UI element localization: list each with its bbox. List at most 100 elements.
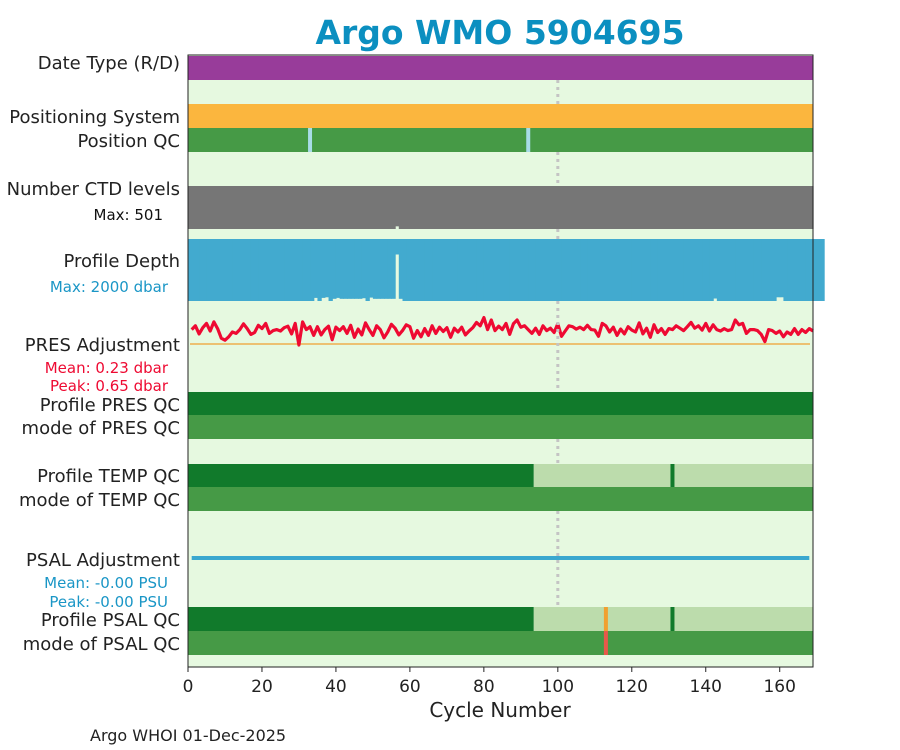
- ctd-levels-bar-149: [739, 186, 744, 229]
- profile-depth-bar-29: [295, 239, 300, 301]
- profile-depth-bar-120: [631, 239, 637, 301]
- profile-depth-bar-64: [424, 239, 429, 301]
- profile-depth-bar-8: [217, 239, 222, 301]
- ctd-levels-bar-99: [554, 186, 559, 229]
- profile-depth-bar-26: [284, 239, 289, 301]
- ctd-levels-bar-84: [498, 186, 503, 229]
- profile-depth-bar-47: [361, 239, 367, 299]
- profile-depth-bar-40: [335, 239, 341, 298]
- profile-pres-qc-segment-0: [188, 392, 813, 415]
- profile-depth-bar-13: [236, 239, 241, 301]
- profile-depth-bar-133: [679, 239, 685, 301]
- profile-depth-bar-109: [591, 239, 596, 301]
- ctd-levels-bar-122: [639, 186, 644, 229]
- profile-depth-bar-60: [409, 239, 415, 301]
- profile-depth-bar-75: [465, 239, 470, 301]
- ctd-levels-bar-67: [435, 186, 441, 229]
- ctd-levels-bar-85: [502, 186, 507, 229]
- profile-depth-bar-84: [498, 239, 503, 301]
- profile-depth-bar-152: [750, 239, 755, 301]
- x-tick-label-40: 40: [325, 677, 347, 697]
- profile-depth-bar-134: [683, 239, 688, 301]
- label-profile-depth: Profile Depth: [63, 251, 180, 272]
- psal-adjustment-mean: Mean: -0.00 PSU: [44, 574, 168, 592]
- data-mode-segment-0: [188, 56, 813, 80]
- ctd-levels-bar-79: [480, 186, 485, 229]
- ctd-levels-bar-88: [513, 186, 518, 229]
- profile-depth-bar-94: [535, 239, 540, 301]
- profile-depth-bar-112: [602, 239, 607, 301]
- ctd-levels-bar-29: [295, 186, 300, 229]
- ctd-levels-bar-151: [746, 186, 751, 229]
- profile-depth-bar-169: [813, 239, 818, 301]
- ctd-levels-bar-15: [243, 186, 248, 229]
- profile-depth-bar-46: [358, 239, 363, 299]
- ctd-levels-bar-96: [543, 186, 548, 229]
- ctd-levels-bar-71: [450, 186, 455, 229]
- profile-depth-bar-73: [457, 239, 463, 301]
- ctd-levels-bar-106: [580, 186, 585, 229]
- ctd-levels-bar-41: [339, 186, 344, 229]
- ctd-levels-bar-134: [683, 186, 688, 229]
- x-tick-label-100: 100: [542, 677, 574, 697]
- ctd-levels-bar-33: [310, 186, 315, 229]
- profile-depth-bar-141: [709, 239, 714, 301]
- profile-depth-bar-18: [254, 239, 259, 301]
- profile-depth-bar-57: [398, 239, 404, 299]
- profile-depth-bar-154: [757, 239, 762, 301]
- profile-depth-bar-22: [269, 239, 274, 301]
- ctd-levels-bar-80: [483, 186, 489, 229]
- adjustment-lines-layer: [190, 316, 814, 560]
- label-data-mode: Date Type (R/D): [38, 53, 180, 74]
- profile-depth-bar-16: [247, 239, 252, 301]
- ctd-levels-bar-136: [690, 186, 696, 229]
- footer-credit: Argo WHOI 01-Dec-2025: [90, 726, 286, 745]
- profile-depth-bar-62: [417, 239, 422, 301]
- ctd-levels-bar-89: [517, 186, 522, 229]
- ctd-levels-bar-110: [594, 186, 600, 229]
- ctd-levels-bar-32: [306, 186, 311, 229]
- profile-depth-bar-155: [761, 239, 766, 301]
- ctd-levels-bar-150: [742, 186, 748, 229]
- ctd-levels-bar-147: [731, 186, 736, 229]
- profile-depth-bar-171: [820, 239, 825, 301]
- profile-depth-bar-86: [506, 239, 511, 301]
- ctd-levels-bar-17: [250, 186, 256, 229]
- profile-depth-bar-95: [539, 239, 544, 301]
- profile-depth-bar-77: [472, 239, 478, 301]
- profile-depth-bar-106: [580, 239, 585, 301]
- ctd-levels-bar-35: [317, 186, 322, 229]
- label-mode-pres-qc: mode of PRES QC: [22, 418, 180, 439]
- ctd-levels-bar-101: [561, 186, 566, 229]
- ctd-levels-bar-87: [509, 186, 515, 229]
- profile-depth-bar-104: [572, 239, 577, 301]
- ctd-levels-bar-13: [236, 186, 241, 229]
- profile-depth-bar-130: [668, 239, 674, 301]
- profile-depth-bar-7: [213, 239, 219, 301]
- ctd-levels-bar-68: [439, 186, 444, 229]
- profile-depth-bar-43: [347, 239, 352, 299]
- ctd-levels-bar-74: [461, 186, 466, 229]
- profile-depth-bar-70: [446, 239, 452, 301]
- ctd-levels-bar-103: [568, 186, 574, 229]
- profile-depth-bar-50: [372, 239, 378, 299]
- profile-depth-bar-35: [317, 239, 322, 301]
- ctd-levels-bar-91: [524, 186, 529, 229]
- ctd-levels-bar-49: [369, 186, 374, 229]
- profile-depth-bar-37: [324, 239, 330, 298]
- profile-depth-bar-36: [321, 239, 326, 298]
- profile-depth-bar-24: [276, 239, 282, 301]
- ctd-levels-bar-62: [417, 186, 422, 229]
- profile-depth-bar-32: [306, 239, 311, 301]
- ctd-levels-bar-162: [787, 186, 792, 229]
- label-profile-pres-qc: Profile PRES QC: [40, 395, 180, 416]
- ctd-levels-bar-98: [550, 186, 555, 229]
- ctd-levels-bar-30: [298, 186, 304, 229]
- ctd-levels-bar-7: [213, 186, 219, 229]
- ctd-levels-bar-92: [528, 186, 533, 229]
- profile-depth-bar-145: [724, 239, 729, 301]
- ctd-levels-bar-9: [221, 186, 226, 229]
- profile-depth-bar-10: [224, 239, 230, 301]
- profile-depth-bar-156: [764, 239, 770, 301]
